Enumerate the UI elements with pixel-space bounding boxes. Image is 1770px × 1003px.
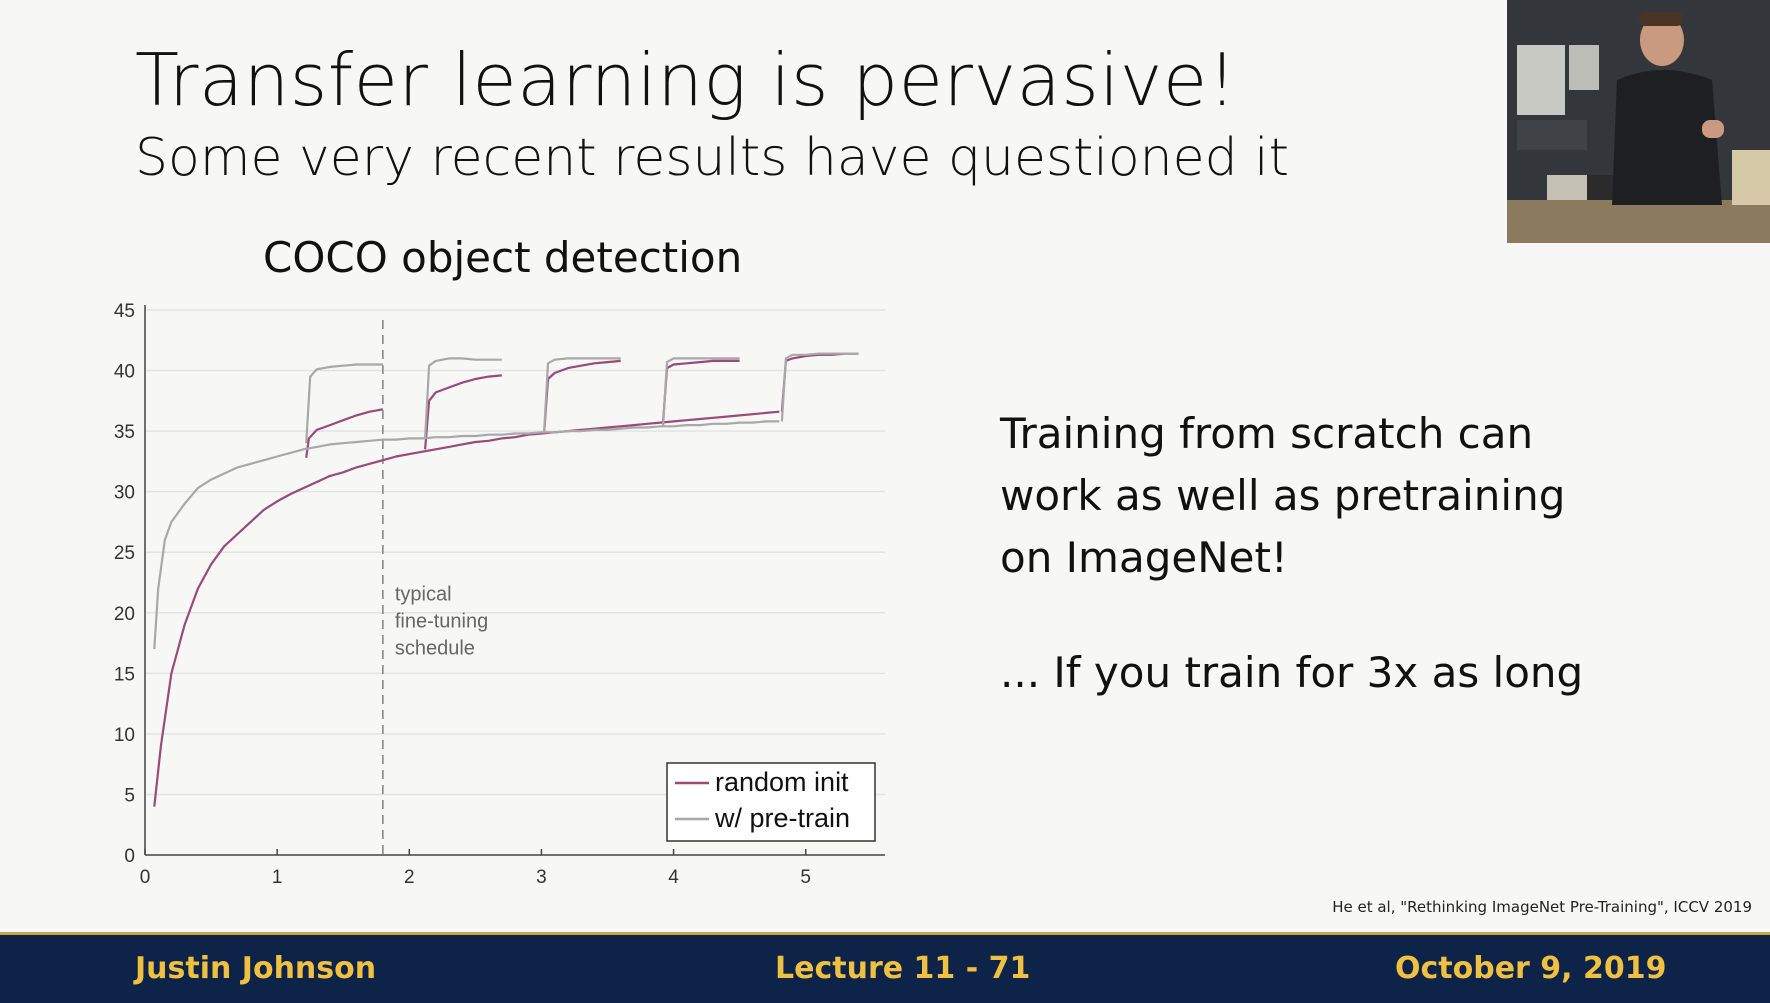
legend-box (666, 762, 876, 842)
y-tick-label: 15 (114, 664, 135, 685)
slide-title: Transfer learning is pervasive! (135, 38, 1238, 122)
series-line-random-init (661, 359, 740, 423)
series-line-pre-train (661, 357, 740, 427)
side-note: ... If you train for 3x as long (1000, 648, 1584, 697)
y-tick-label: 25 (114, 543, 135, 564)
series-line-random-init (305, 408, 384, 458)
slide-subtitle: Some very recent results have questioned… (135, 128, 1290, 188)
annotation-label: fine-tuning (395, 611, 488, 633)
footer-bar: Justin Johnson Lecture 11 - 71 October 9… (0, 932, 1770, 1003)
y-tick-label: 5 (124, 785, 135, 806)
annotation-label: typical (395, 584, 452, 606)
side-text-line: Training from scratch can (1000, 409, 1534, 458)
citation: He et al, "Rethinking ImageNet Pre-Train… (1332, 898, 1752, 916)
x-tick-label: 0 (140, 867, 151, 888)
lecturer-image (1507, 0, 1770, 243)
footer-author: Justin Johnson (135, 951, 377, 986)
series-line-random-init (153, 410, 780, 807)
y-tick-label: 20 (114, 604, 135, 625)
footer-lecture: Lecture 11 - 71 (775, 951, 1031, 986)
x-tick-label: 4 (668, 867, 679, 888)
series-line-pre-train (153, 420, 780, 650)
side-text-line: work as well as pretraining (1000, 471, 1566, 520)
series-line-pre-train (543, 357, 621, 433)
chart-title: COCO object detection (263, 233, 743, 282)
series-line-pre-train (780, 352, 859, 422)
side-text-line: on ImageNet! (1000, 533, 1288, 582)
x-tick-label: 2 (404, 867, 415, 888)
annotation-label: schedule (395, 638, 475, 660)
legend-label-random-init: random init (715, 767, 849, 797)
series-line-random-init (543, 359, 621, 434)
x-tick-label: 3 (536, 867, 547, 888)
legend-label-pre-train: w/ pre-train (714, 803, 850, 833)
y-tick-label: 30 (114, 483, 135, 504)
y-tick-label: 0 (124, 846, 135, 867)
footer-date: October 9, 2019 (1395, 951, 1667, 986)
y-tick-label: 40 (114, 362, 135, 383)
series-line-pre-train (424, 357, 502, 439)
y-tick-label: 10 (114, 725, 135, 746)
series-line-random-init (780, 352, 859, 412)
webcam-video (1507, 0, 1770, 243)
y-tick-label: 45 (114, 301, 135, 322)
side-text: Training from scratch can work as well a… (1000, 403, 1700, 589)
x-tick-label: 5 (800, 867, 811, 888)
x-tick-label: 1 (272, 867, 283, 888)
series-line-pre-train (305, 363, 383, 444)
y-tick-label: 35 (114, 422, 135, 443)
series-line-random-init (424, 374, 502, 450)
